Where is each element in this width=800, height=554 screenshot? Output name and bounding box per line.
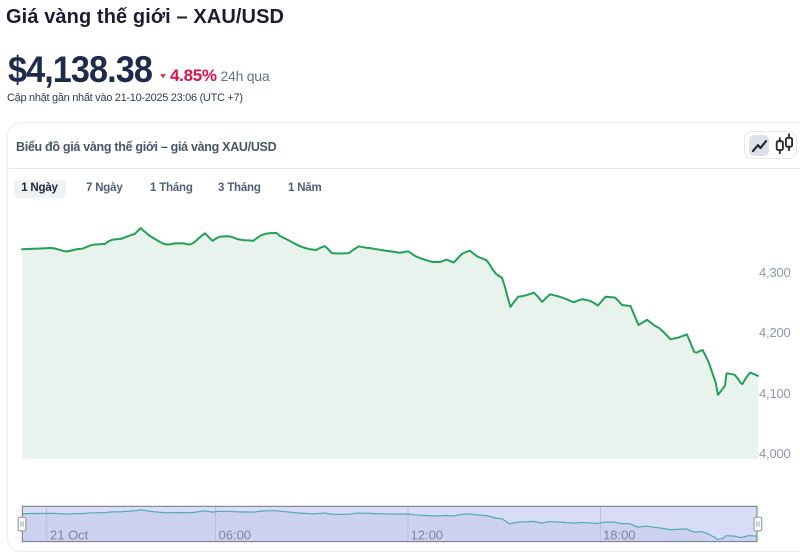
svg-text:21 Oct: 21 Oct — [50, 528, 89, 543]
svg-text:12:00: 12:00 — [411, 528, 444, 543]
svg-text:06:00: 06:00 — [219, 528, 252, 543]
svg-text:18:00: 18:00 — [603, 528, 636, 543]
